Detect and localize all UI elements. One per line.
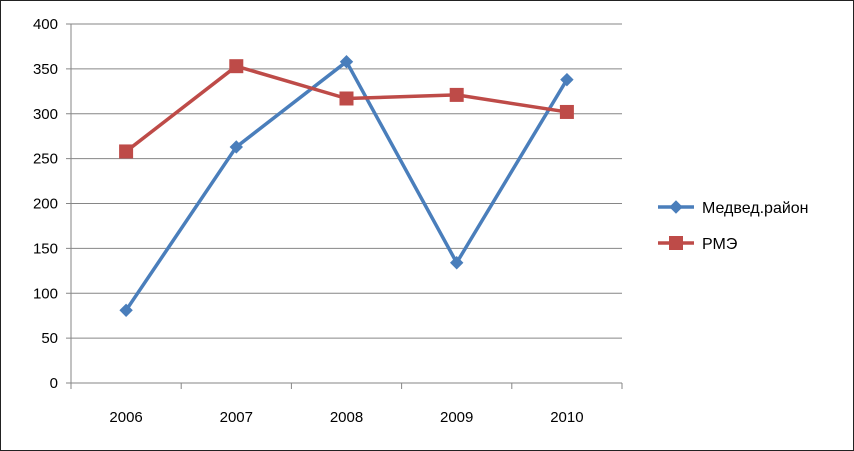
data-point [229,140,244,154]
data-point [229,59,244,74]
series-2 [119,59,574,159]
y-tick-label: 100 [33,285,58,302]
data-point [339,54,354,69]
data-point [449,256,464,270]
legend-label: РМЭ [702,236,737,253]
data-point [560,72,574,87]
x-tick-label: 2010 [550,409,583,426]
y-tick-label: 150 [33,240,58,257]
series-1 [119,54,574,318]
data-point [339,91,354,106]
series-lines [119,54,574,318]
series-line [124,64,569,154]
legend-label: Медвед.район [702,200,809,217]
y-tick-label: 350 [33,61,58,78]
x-tick-label: 2007 [220,409,253,426]
gridlines [71,23,622,339]
legend-marker [669,236,683,250]
y-tick-label: 0 [50,375,58,392]
data-point [119,144,134,159]
data-point [449,87,464,102]
y-tick-label: 50 [41,330,58,347]
legend: Медвед.район РМЭ [658,200,809,253]
data-point [559,104,574,119]
x-tick-label: 2009 [440,409,473,426]
y-tick-label: 200 [33,196,58,213]
data-point [119,303,133,318]
legend-entry: РМЭ [658,236,737,253]
axes: 0 50 100 150 200 250 300 350 400 2006 2007 2008 2009… [33,16,623,426]
y-tick-label: 400 [33,16,58,33]
y-tick-label: 250 [33,151,58,168]
legend-entry: Медвед.район [658,200,809,217]
y-tick-label: 300 [33,106,58,123]
x-tick-label: 2008 [330,409,363,426]
legend-marker [669,200,683,214]
x-tick-label: 2006 [109,409,142,426]
